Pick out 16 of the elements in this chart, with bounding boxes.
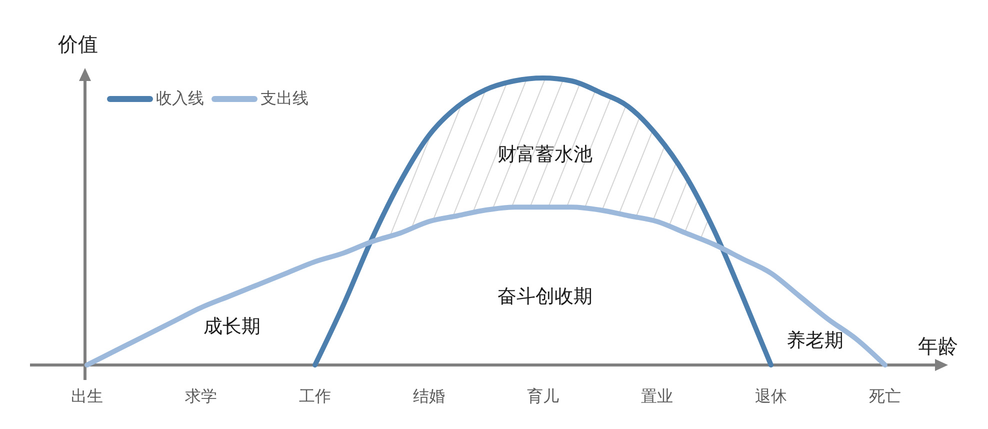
x-tick-label: 工作 [299, 388, 331, 406]
legend-label: 支出线 [260, 90, 308, 108]
x-tick-label: 置业 [641, 388, 673, 406]
x-tick-label: 退休 [755, 388, 787, 406]
x-tick-label: 出生 [71, 388, 103, 406]
x-tick-label: 育儿 [527, 388, 559, 406]
x-tick-label: 求学 [185, 388, 217, 406]
legend-label: 收入线 [156, 90, 204, 108]
x-tick-label: 结婚 [413, 388, 445, 406]
annotation: 财富蓄水池 [498, 144, 592, 166]
annotation: 成长期 [204, 316, 260, 338]
x-tick-label: 死亡 [869, 388, 901, 406]
annotation: 养老期 [786, 330, 844, 352]
x-axis-title: 年龄 [918, 336, 958, 358]
y-axis-title: 价值 [57, 34, 98, 56]
annotation: 奋斗创收期 [498, 286, 592, 308]
